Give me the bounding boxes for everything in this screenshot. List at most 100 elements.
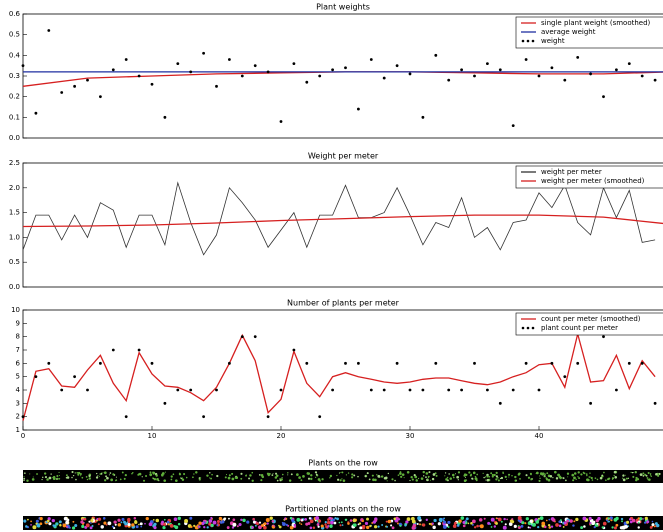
partition-pixel [121, 521, 123, 523]
plant-pixel [626, 478, 628, 480]
partition-pixel [134, 521, 137, 524]
plant-pixel [483, 473, 484, 474]
plant-pixel [104, 479, 106, 481]
partition-pixel [203, 526, 205, 528]
partition-pixel [342, 524, 344, 526]
plant-pixel [199, 479, 201, 481]
partition-pixel [552, 518, 555, 521]
point [434, 54, 437, 57]
plant-pixel [650, 474, 651, 475]
partition-pixel [566, 520, 569, 523]
point [357, 362, 360, 365]
partition-pixel [313, 526, 315, 528]
partition-pixel [30, 520, 32, 522]
plant-pixel [628, 478, 629, 479]
plant-pixel [116, 477, 117, 478]
point [22, 64, 25, 67]
partition-pixel [310, 527, 313, 530]
y-tick-label: 3 [16, 399, 20, 407]
plant-pixel [592, 479, 594, 481]
partition-pixel [167, 523, 169, 525]
partition-pixel [330, 521, 334, 525]
partition-pixel [47, 520, 50, 523]
plant-pixel [487, 479, 490, 482]
partition-pixel [607, 521, 609, 523]
partition-pixel [582, 517, 586, 521]
plant-pixel [81, 477, 83, 479]
plant-pixel [556, 477, 558, 479]
partition-pixel [397, 523, 399, 525]
partition-pixel [309, 517, 311, 519]
partition-pixel [642, 518, 644, 520]
partition-pixel [514, 525, 517, 528]
partition-pixel [178, 517, 181, 520]
plant-pixel [494, 474, 496, 476]
partition-pixel [163, 523, 166, 526]
plant-pixel [348, 472, 349, 473]
partition-pixel [259, 522, 261, 524]
point [73, 375, 76, 378]
partition-pixel [318, 520, 321, 523]
partition-pixel [144, 523, 146, 525]
point [267, 415, 270, 418]
plant-pixel [316, 472, 317, 473]
plant-pixel [623, 478, 626, 481]
plant-pixel [89, 477, 91, 479]
partition-pixel [213, 521, 217, 525]
partition-pixel [526, 517, 529, 520]
partition-pixel [443, 521, 446, 524]
plant-pixel [600, 477, 603, 480]
plant-pixel [125, 474, 127, 476]
partition-pixel [433, 519, 436, 522]
plant-pixel [423, 475, 424, 476]
partition-pixel [546, 520, 548, 522]
point [409, 73, 412, 76]
plant-pixel [580, 473, 582, 475]
plant-pixel [647, 479, 648, 480]
plant-pixel [476, 479, 478, 481]
plant-pixel [142, 476, 143, 477]
plant-pixel [428, 477, 429, 478]
point [525, 362, 528, 365]
partition-pixel [413, 524, 416, 527]
partition-pixel [339, 522, 341, 524]
plant-pixel [277, 480, 279, 482]
plant-pixel [603, 472, 605, 474]
series-line [23, 72, 663, 86]
plant-pixel [122, 472, 124, 474]
plant-pixel [647, 477, 649, 479]
plant-pixel [110, 479, 113, 482]
partition-pixel [440, 520, 442, 522]
y-tick-label: 0.6 [9, 10, 21, 18]
point [370, 58, 373, 61]
partition-pixel [447, 521, 450, 524]
partition-pixel [270, 516, 273, 519]
partition-pixel [646, 520, 649, 523]
partition-pixel [23, 520, 26, 523]
partition-pixel [118, 523, 121, 526]
plant-pixel [452, 474, 455, 477]
plant-pixel [351, 473, 353, 475]
y-tick-label: 2 [16, 413, 20, 421]
partition-pixel [153, 523, 156, 526]
partition-pixel [88, 521, 90, 523]
partition-pixel [366, 526, 369, 529]
plant-pixel [546, 472, 548, 474]
point [563, 79, 566, 82]
plant-pixel [248, 478, 250, 480]
plant-pixel [139, 473, 142, 476]
plant-pixel [99, 476, 100, 477]
point [189, 389, 192, 392]
plant-pixel [635, 479, 637, 481]
partition-pixel [521, 521, 524, 524]
partition-pixel [432, 523, 434, 525]
plant-pixel [310, 478, 312, 480]
plant-pixel [179, 473, 181, 475]
legend-label: weight per meter (smoothed) [541, 177, 645, 185]
plant-pixel [642, 472, 644, 474]
partition-pixel [266, 522, 268, 524]
y-tick-label: 6 [16, 359, 21, 367]
point [396, 64, 399, 67]
partition-pixel [92, 525, 94, 527]
partition-pixel [98, 523, 100, 525]
